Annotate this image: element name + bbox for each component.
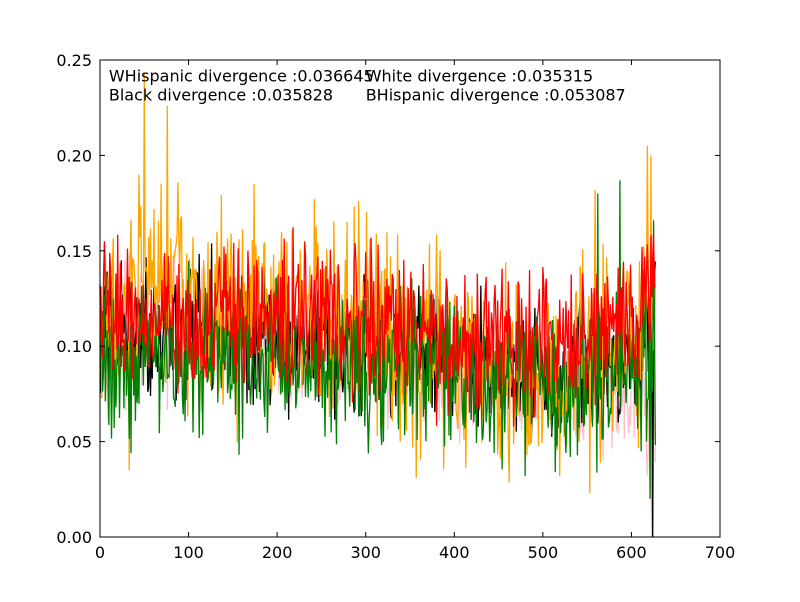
y-tick-label: 0.00 — [56, 528, 92, 547]
x-tick-label: 200 — [262, 543, 293, 562]
y-tick-label: 0.05 — [56, 433, 92, 452]
x-tick-label: 300 — [350, 543, 381, 562]
plot-frame — [99, 59, 721, 538]
x-tick-label: 500 — [528, 543, 559, 562]
y-tick-label: 0.10 — [56, 337, 92, 356]
divergence-annotation: WHispanic divergence :0.036645 — [109, 66, 374, 85]
divergence-annotation: BHispanic divergence :0.053087 — [366, 85, 626, 104]
tick-layer: 0 100 200 300 400 500 600 700 0.00 0.05 0.10 0.15 0.… — [56, 51, 735, 562]
divergence-annotation: White divergence :0.035315 — [366, 66, 593, 85]
divergence-annotation: Black divergence :0.035828 — [109, 85, 333, 104]
series-layer — [99, 73, 656, 538]
y-tick-label: 0.25 — [56, 51, 92, 70]
x-tick-label: 0 — [95, 543, 105, 562]
x-tick-label: 400 — [439, 543, 470, 562]
x-tick-label: 600 — [616, 543, 647, 562]
series-line-2 — [99, 73, 656, 494]
y-tick-label: 0.15 — [56, 242, 92, 261]
series-line-3 — [99, 180, 656, 499]
series-line-4 — [99, 227, 656, 427]
x-tick-label: 100 — [173, 543, 204, 562]
y-tick-label: 0.20 — [56, 146, 92, 165]
x-tick-label: 700 — [705, 543, 736, 562]
